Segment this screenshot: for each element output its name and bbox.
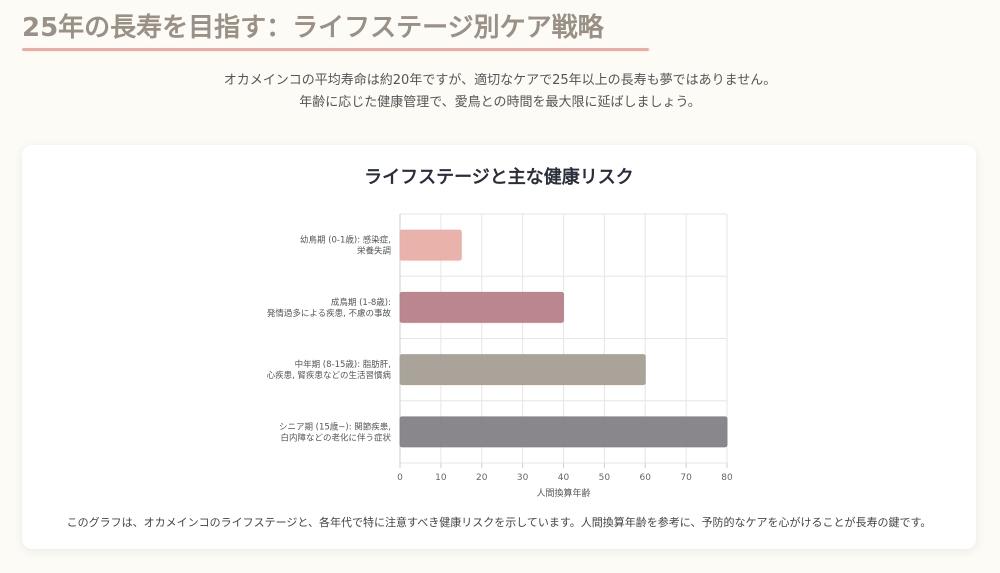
intro-text: オカメインコの平均寿命は約20年ですが、適切なケアで25年以上の長寿も夢ではあり… bbox=[0, 70, 1000, 114]
x-tick-label: 70 bbox=[680, 473, 692, 483]
chart-card: ライフステージと主な健康リスク 0 10 20 30 40 50 60 70 80 幼鳥期 (0-… bbox=[22, 145, 976, 549]
bar bbox=[399, 354, 646, 386]
category-label: 栄養失調 bbox=[357, 246, 391, 257]
x-tick-label: 0 bbox=[397, 473, 403, 483]
x-tick-label: 50 bbox=[599, 473, 611, 483]
title-underline bbox=[22, 48, 649, 51]
bar bbox=[399, 291, 564, 323]
intro-line-2: 年齢に応じた健康管理で、愛鳥との時間を最大限に延ばしましょう。 bbox=[299, 95, 701, 110]
intro-line-1: オカメインコの平均寿命は約20年ですが、適切なケアで25年以上の長寿も夢ではあり… bbox=[223, 73, 777, 88]
category-label: 白内障などの老化に伴う症状 bbox=[280, 432, 391, 443]
x-tick-label: 20 bbox=[476, 473, 488, 483]
x-tick-label: 10 bbox=[435, 473, 447, 483]
x-tick-label: 30 bbox=[517, 473, 529, 483]
category-label: 幼鳥期 (0-1歳): 感染症, bbox=[300, 235, 391, 246]
category-label: 発情過多による疾患, 不慮の事故 bbox=[267, 308, 392, 319]
category-label: 中年期 (8-15歳): 脂肪肝, bbox=[295, 359, 391, 370]
category-label: 心疾患, 腎疾患などの生活習慣病 bbox=[267, 370, 392, 381]
chart-caption: このグラフは、オカメインコのライフステージと、各年代で特に注意すべき健康リスクを… bbox=[66, 516, 932, 529]
bar-chart: 0 10 20 30 40 50 60 70 80 幼鳥期 (0-1歳): 感染症,栄養失調成鳥期… bbox=[267, 213, 733, 499]
chart-title: ライフステージと主な健康リスク bbox=[364, 167, 634, 188]
page-title: 25年の長寿を目指す：ライフステージ別ケア戦略 bbox=[22, 13, 604, 43]
x-tick-label: 80 bbox=[721, 473, 733, 483]
bar bbox=[399, 416, 728, 448]
category-label: シニア期 (15歳~): 関節疾患, bbox=[279, 421, 391, 432]
x-axis-label: 人間換算年齢 bbox=[536, 487, 590, 499]
x-tick-label: 40 bbox=[558, 473, 570, 483]
category-label: 成鳥期 (1-8歳): bbox=[331, 297, 391, 308]
bar bbox=[399, 229, 462, 261]
x-tick-label: 60 bbox=[640, 473, 652, 483]
